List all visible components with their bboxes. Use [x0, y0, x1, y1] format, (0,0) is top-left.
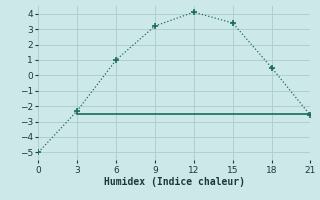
X-axis label: Humidex (Indice chaleur): Humidex (Indice chaleur): [104, 177, 245, 187]
